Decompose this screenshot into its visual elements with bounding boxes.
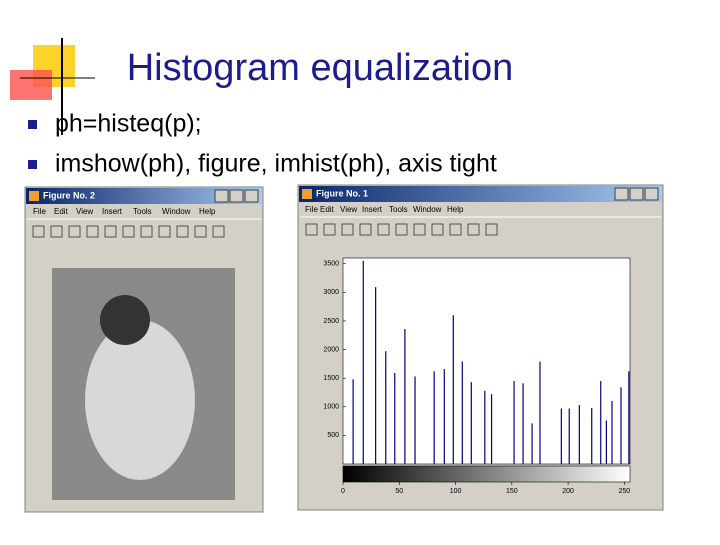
- menu-item[interactable]: File: [33, 207, 46, 216]
- toolbar-button[interactable]: [485, 223, 498, 236]
- deco-red: [10, 70, 52, 100]
- bullet-marker: [28, 160, 37, 169]
- toolbar-button[interactable]: [431, 223, 444, 236]
- title-bar: [299, 186, 662, 202]
- toolbar-button[interactable]: [176, 225, 189, 238]
- menu-item[interactable]: Window: [162, 207, 191, 216]
- window-title: Figure No. 2: [43, 190, 95, 200]
- y-tick-label: 1000: [323, 404, 339, 411]
- menu-item[interactable]: Edit: [54, 207, 69, 216]
- y-tick-label: 1500: [323, 375, 339, 382]
- menu-item[interactable]: Insert: [362, 205, 383, 214]
- x-tick-label: 0: [341, 488, 345, 495]
- toolbar-button[interactable]: [86, 225, 99, 238]
- image: [85, 320, 195, 480]
- menu-item[interactable]: Tools: [133, 207, 152, 216]
- toolbar-button[interactable]: [50, 225, 63, 238]
- maximize-button[interactable]: [629, 187, 644, 201]
- toolbar-button[interactable]: [104, 225, 117, 238]
- menu-item[interactable]: View: [76, 207, 93, 216]
- plot-area: [342, 257, 631, 465]
- menu-item[interactable]: File: [305, 205, 318, 214]
- x-tick-label: 200: [562, 488, 574, 495]
- close-button[interactable]: [644, 187, 659, 201]
- slide-title: Histogram equalization: [127, 47, 514, 89]
- toolbar-button[interactable]: [413, 223, 426, 236]
- minimize-button[interactable]: [214, 189, 229, 203]
- figure-window: Figure No. 1 File Edit View Insert Tools Windo…: [297, 184, 664, 511]
- toolbar-button[interactable]: [467, 223, 480, 236]
- menu-item[interactable]: Help: [447, 205, 464, 214]
- bullet-marker: [28, 120, 37, 129]
- toolbar-button[interactable]: [32, 225, 45, 238]
- title-bar: [26, 188, 262, 204]
- bullet: imshow(ph), figure, imhist(ph), axis tig…: [55, 150, 497, 178]
- x-tick-label: 100: [450, 488, 462, 495]
- y-tick-label: 3500: [323, 261, 339, 268]
- y-tick-label: 500: [327, 432, 339, 439]
- x-tick-label: 150: [506, 488, 518, 495]
- toolbar-button[interactable]: [158, 225, 171, 238]
- menu-item[interactable]: Window: [413, 205, 442, 214]
- menu-item[interactable]: Edit: [320, 205, 335, 214]
- window-icon: [302, 189, 312, 199]
- y-tick-label: 3000: [323, 289, 339, 296]
- toolbar-button[interactable]: [341, 223, 354, 236]
- window-title: Figure No. 1: [316, 188, 368, 198]
- toolbar-button[interactable]: [359, 223, 372, 236]
- menu-item[interactable]: Insert: [102, 207, 123, 216]
- menu-item[interactable]: View: [340, 205, 357, 214]
- toolbar-button[interactable]: [140, 225, 153, 238]
- x-tick-label: 250: [619, 488, 631, 495]
- menu-item[interactable]: Tools: [389, 205, 408, 214]
- toolbar-button[interactable]: [68, 225, 81, 238]
- figure-window: Figure No. 2 File Edit View Insert Tools Windo…: [24, 186, 264, 513]
- toolbar-button[interactable]: [122, 225, 135, 238]
- toolbar-button[interactable]: [377, 223, 390, 236]
- toolbar-button[interactable]: [212, 225, 225, 238]
- close-button[interactable]: [244, 189, 259, 203]
- menu-item[interactable]: Help: [199, 207, 216, 216]
- bullet: ph=histeq(p);: [55, 110, 202, 138]
- y-tick-label: 2500: [323, 318, 339, 325]
- colorbar: [342, 465, 631, 483]
- window-icon: [29, 191, 39, 201]
- toolbar-button[interactable]: [323, 223, 336, 236]
- image: [100, 295, 150, 345]
- toolbar-button[interactable]: [449, 223, 462, 236]
- x-tick-label: 50: [395, 488, 403, 495]
- minimize-button[interactable]: [614, 187, 629, 201]
- toolbar-button[interactable]: [305, 223, 318, 236]
- toolbar-button[interactable]: [395, 223, 408, 236]
- maximize-button[interactable]: [229, 189, 244, 203]
- toolbar-button[interactable]: [194, 225, 207, 238]
- y-tick-label: 2000: [323, 346, 339, 353]
